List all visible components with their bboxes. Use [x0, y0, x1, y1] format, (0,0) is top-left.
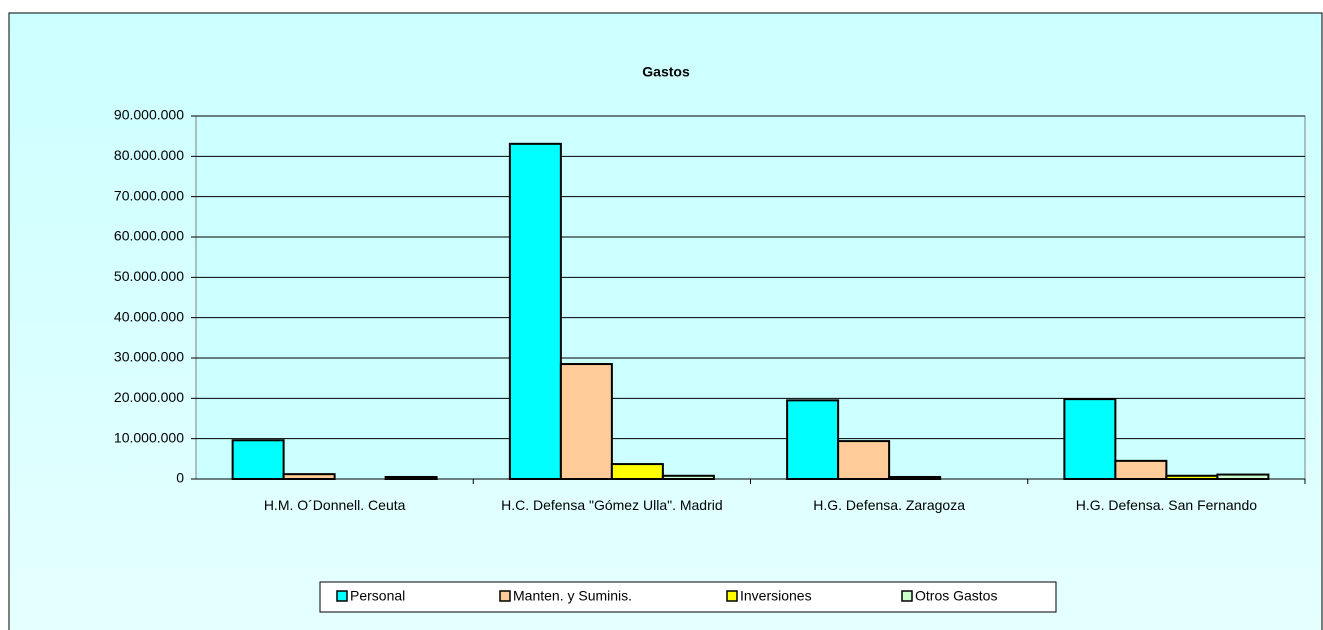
legend-label: Manten. y Suminis. [513, 588, 632, 604]
bar [786, 399, 840, 481]
bar [282, 473, 336, 481]
y-tick-label: 10.000.000 [114, 429, 184, 445]
legend-swatch [901, 590, 913, 602]
bar [661, 474, 715, 481]
y-tick-label: 90.000.000 [114, 107, 184, 123]
chart-title: Gastos [642, 64, 690, 80]
bar [1216, 473, 1270, 480]
y-tick-label: 70.000.000 [114, 187, 184, 203]
y-tick-label: 60.000.000 [114, 228, 184, 244]
bar [610, 463, 664, 480]
x-tick-label: H.G. Defensa. Zaragoza [813, 497, 965, 513]
bar [384, 475, 438, 481]
legend-swatch [726, 590, 738, 602]
bar [837, 440, 891, 481]
x-tick-label: H.M. O´Donnell. Ceuta [263, 497, 406, 513]
bar [508, 142, 562, 481]
legend-label: Inversiones [740, 588, 812, 604]
legend-label: Personal [350, 588, 405, 604]
legend-swatch [336, 590, 348, 602]
y-tick-label: 0 [176, 470, 184, 486]
y-tick-label: 50.000.000 [114, 268, 184, 284]
legend-swatch [499, 590, 511, 602]
x-tick-label: H.C. Defensa "Gómez Ulla". Madrid [501, 497, 723, 513]
y-tick-label: 30.000.000 [114, 349, 184, 365]
bar [1063, 398, 1117, 481]
y-tick-label: 80.000.000 [114, 147, 184, 163]
y-tick-label: 20.000.000 [114, 389, 184, 405]
legend [319, 581, 1057, 613]
bar [1165, 474, 1219, 481]
y-tick-label: 40.000.000 [114, 308, 184, 324]
bar [1114, 459, 1168, 481]
plot-area [195, 115, 1306, 480]
bar [888, 475, 942, 481]
bar [559, 363, 613, 480]
legend-label: Otros Gastos [915, 588, 997, 604]
bar [231, 439, 285, 480]
x-tick-label: H.G. Defensa. San Fernando [1075, 497, 1258, 513]
